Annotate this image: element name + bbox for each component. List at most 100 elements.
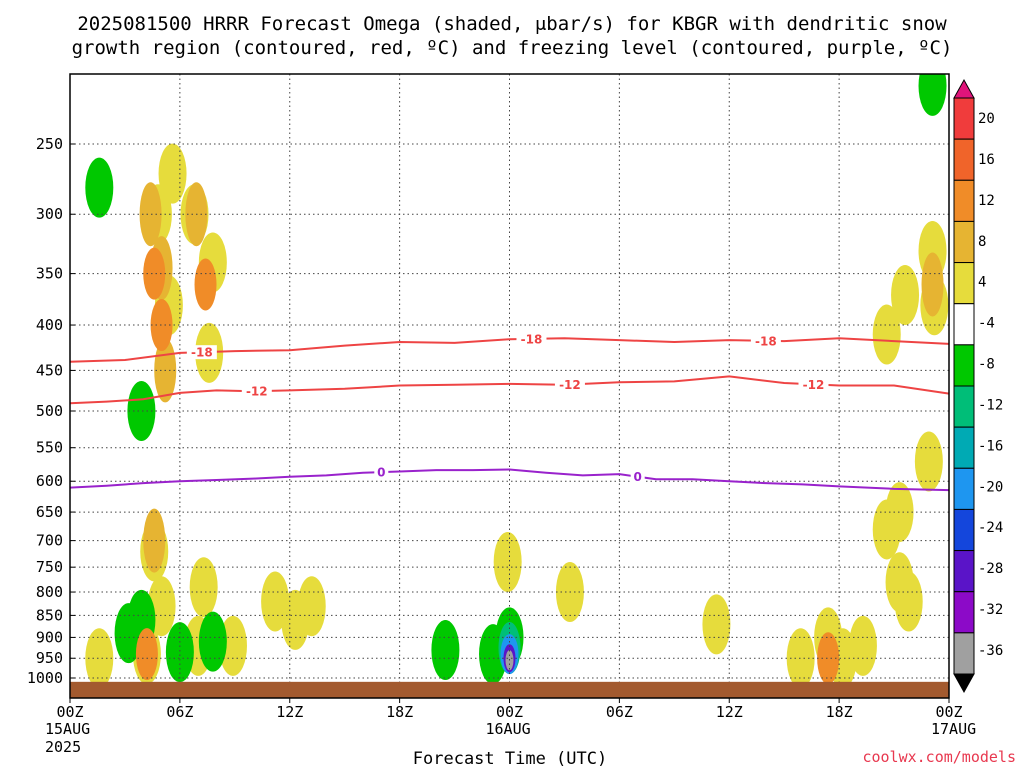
x-tick-label-0: 00Z [56,703,83,721]
omega-cell-7 [189,557,218,618]
y-tick-label-9: 700 [36,532,63,550]
colorbar-box-8 [953,385,975,428]
omega-cell-10 [297,576,326,637]
omega-cell-50 [150,299,173,352]
contour-label-0-0: -18 [191,346,213,360]
x-axis-label: Forecast Time (UTC) [413,749,607,768]
omega-cell-26 [885,482,914,543]
contour-label-bg-2-0 [374,465,389,480]
colorbar-label-9: -20 [978,479,1003,495]
colorbar-label-1: 16 [978,152,995,168]
colorbar-box-4 [953,220,975,264]
colorbar: 20 16 12 8 4 -4 -8 -12 -16 -20 -24 -28 -32 -36 [953,78,1003,694]
omega-cell-41 [918,74,947,116]
y-tick-label-14: 950 [36,649,63,667]
omega-cell-12 [85,628,114,682]
colorbar-label-8: -16 [978,438,1003,454]
x-tick-label-4: 00Z [496,703,523,721]
colorbar-min-arrow [953,673,975,694]
terrain-strip [70,681,949,698]
colorbar-box-7 [953,344,975,387]
colorbar-max-arrow [953,78,975,99]
colorbar-box-13 [953,591,975,634]
contour-label-1-2: -12 [803,378,825,392]
colorbar-label-11: -28 [978,561,1003,577]
x-tick-year-0: 2025 [45,738,81,756]
contour-label-bg-2-1 [630,469,645,484]
omega-cell-1 [158,143,187,204]
omega-shading [85,74,949,682]
colorbar-box-2 [953,138,975,181]
colorbar-box-9 [953,426,975,469]
omega-cell-36 [165,622,194,682]
contour-label-bg-0-2 [750,333,781,348]
contour-label-1-0: -12 [246,385,268,399]
y-tick-label-2: 350 [36,265,63,283]
omega-cell-28 [872,304,901,365]
colorbar-label-2: 12 [978,193,995,209]
y-tick-label-6: 550 [36,439,63,457]
colorbar-box-6 [953,303,975,346]
y-tick-label-8: 650 [36,503,63,521]
x-tick-date-8: 17AUG [931,720,976,738]
omega-cell-47 [921,252,944,317]
contour-label-bg-0-0 [186,345,217,360]
colorbar-box-10 [953,467,975,510]
omega-cell-37 [198,611,227,672]
x-tick-label-5: 06Z [606,703,633,721]
omega-cell-49 [143,247,166,300]
y-tick-label-7: 600 [36,472,63,490]
omega-cell-18 [702,594,731,655]
contour-label-bg-1-2 [798,377,829,392]
grid-lines [70,74,949,698]
colorbar-label-3: 8 [978,234,986,250]
colorbar-label-0: 20 [978,111,995,127]
contour-line-2 [69,468,950,492]
colorbar-label-10: -24 [978,520,1003,536]
colorbar-box-5 [953,262,975,305]
omega-cell-15 [218,615,247,676]
x-tick-label-7: 18Z [826,703,853,721]
credit-url: coolwx.com/models [862,748,1016,766]
x-tick-date-0: 15AUG [45,720,90,738]
omega-cell-16 [493,532,522,593]
omega-cell-32 [85,157,114,218]
omega-cell-27 [914,431,943,492]
colorbar-box-1 [953,97,975,140]
x-tick-label-3: 18Z [386,703,413,721]
contour-label-1-1: -12 [559,378,581,392]
colorbar-box-11 [953,508,975,552]
omega-cell-24 [894,571,923,632]
colorbar-box-14 [953,632,975,675]
contour-line-1 [69,375,950,405]
y-tick-label-1: 300 [36,205,63,223]
colorbar-box-12 [953,550,975,593]
x-tick-date-4: 16AUG [486,720,531,738]
contour-label-bg-1-0 [241,384,272,399]
x-tick-label-1: 06Z [166,703,193,721]
x-tick-label-2: 12Z [276,703,303,721]
colorbar-label-5: -4 [978,316,995,332]
omega-cell-52 [135,628,158,681]
colorbar-label-12: -32 [978,602,1003,618]
y-tick-label-13: 900 [36,628,63,646]
y-tick-label-11: 800 [36,583,63,601]
y-tick-label-10: 750 [36,558,63,576]
omega-cell-42 [139,182,162,247]
omega-cell-38 [431,620,460,681]
colorbar-label-7: -12 [978,397,1003,413]
omega-cell-51 [194,258,217,311]
omega-cell-29 [891,265,920,326]
omega-cell-33 [127,381,156,441]
y-tick-label-3: 400 [36,316,63,334]
temperature-contours: -18 -18 -18 -12 -12 -12 0 0 [69,331,950,492]
contour-label-2-1: 0 [634,470,642,484]
colorbar-box-3 [953,179,975,222]
omega-cell-46 [143,508,166,573]
omega-cell-53 [817,632,840,682]
title-line-2: growth region (contoured, red, ºC) and f… [72,37,953,59]
contour-label-bg-1-1 [554,377,585,392]
contour-label-0-2: -18 [755,334,777,348]
